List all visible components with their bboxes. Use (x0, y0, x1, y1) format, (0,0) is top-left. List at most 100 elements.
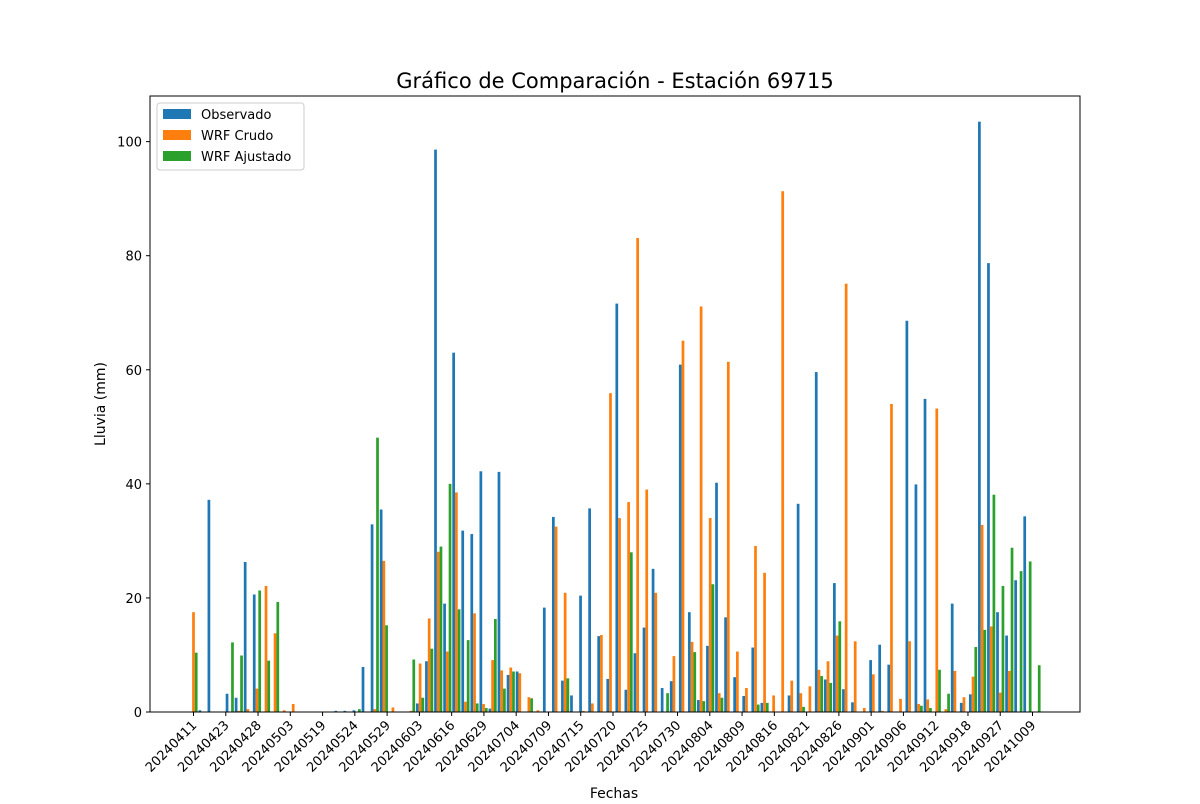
bar-wrf-ajustado-56 (702, 701, 706, 712)
bar-wrf-ajustado-87 (983, 629, 987, 712)
bar-wrf-crudo-8 (264, 585, 268, 712)
y-axis-label: Lluvia (mm) (93, 362, 109, 446)
bar-observado-75 (869, 660, 872, 712)
bar-wrf-crudo-60 (736, 651, 739, 712)
bar-wrf-ajustado-20 (376, 437, 379, 712)
bar-wrf-crudo-11 (291, 704, 295, 712)
bar-observado-40 (552, 516, 555, 712)
bar-wrf-crudo-73 (853, 641, 857, 712)
bar-wrf-ajustado-26 (430, 648, 434, 712)
bar-wrf-crudo-70 (826, 661, 830, 712)
bar-wrf-ajustado-82 (938, 669, 941, 712)
bar-observado-27 (434, 149, 437, 713)
bar-wrf-crudo-61 (745, 688, 748, 712)
bar-observado-4 (225, 693, 229, 712)
bar-wrf-crudo-71 (835, 635, 839, 712)
bar-observado-56 (697, 700, 700, 712)
bar-observado-25 (416, 703, 419, 712)
bar-observado-79 (905, 320, 909, 712)
bar-wrf-ajustado-21 (385, 625, 388, 712)
bar-wrf-ajustado-37 (530, 698, 533, 712)
bar-observado-44 (588, 508, 591, 712)
bar-observado-29 (452, 352, 456, 712)
bar-observado-41 (561, 680, 564, 712)
bar-wrf-crudo-78 (899, 698, 902, 712)
bar-observado-55 (687, 612, 691, 712)
bar-wrf-crudo-21 (382, 560, 386, 712)
bar-wrf-ajustado-27 (439, 546, 443, 712)
bar-observado-19 (361, 666, 365, 712)
bar-wrf-ajustado-30 (466, 640, 470, 712)
bar-wrf-crudo-5 (237, 710, 241, 712)
bar-observado-77 (887, 664, 891, 712)
bar-wrf-crudo-74 (862, 708, 866, 712)
bar-observado-35 (506, 674, 510, 712)
bar-wrf-ajustado-80 (920, 705, 923, 712)
bar-wrf-ajustado-69 (820, 676, 824, 712)
bar-wrf-crudo-77 (890, 404, 893, 712)
bar-wrf-ajustado-8 (267, 660, 271, 712)
legend-swatch-1 (163, 130, 191, 140)
bar-observado-87 (978, 121, 981, 713)
bar-observado-53 (669, 681, 673, 712)
bar-wrf-crudo-27 (436, 551, 440, 712)
bar-wrf-crudo-34 (500, 670, 504, 712)
bar-wrf-crudo-51 (654, 592, 658, 712)
bar-wrf-crudo-24 (409, 710, 413, 712)
bar-wrf-crudo-20 (373, 709, 377, 712)
bar-observado-73 (851, 702, 854, 712)
bar-wrf-ajustado-24 (412, 659, 416, 712)
bar-observado-5 (234, 697, 238, 712)
bar-wrf-crudo-9 (273, 633, 277, 712)
bar-observado-88 (987, 263, 990, 712)
bar-observado-7 (252, 594, 256, 712)
bar-observado-42 (570, 695, 573, 712)
bar-wrf-crudo-49 (636, 238, 640, 712)
bar-observado-91 (1014, 580, 1018, 712)
bar-wrf-crudo-64 (772, 695, 775, 712)
bar-wrf-crudo-47 (618, 518, 621, 712)
bar-wrf-crudo-25 (418, 663, 422, 712)
bar-observado-36 (515, 671, 519, 712)
bar-observado-58 (715, 482, 718, 712)
bar-wrf-crudo-86 (971, 676, 975, 712)
bar-observado-80 (914, 484, 918, 712)
bar-observado-47 (615, 303, 619, 712)
bars-layer (192, 121, 1041, 713)
bar-wrf-crudo-84 (953, 670, 957, 712)
bar-observado-51 (651, 568, 655, 712)
bar-observado-43 (579, 595, 582, 712)
bar-wrf-crudo-7 (255, 688, 259, 712)
bar-observado-31 (470, 534, 474, 712)
y-tick-label-2: 40 (125, 478, 142, 493)
bar-wrf-crudo-79 (908, 641, 911, 712)
bar-wrf-crudo-83 (944, 709, 948, 712)
bar-observado-20 (370, 524, 374, 712)
bar-observado-52 (660, 688, 664, 712)
bar-wrf-crudo-89 (998, 692, 1002, 712)
bar-wrf-crudo-28 (445, 651, 449, 712)
bar-wrf-crudo-88 (989, 626, 993, 712)
bar-wrf-crudo-31 (473, 613, 476, 712)
bar-wrf-crudo-53 (672, 656, 676, 712)
bar-wrf-ajustado-71 (838, 621, 842, 712)
y-tick-label-0: 0 (134, 706, 142, 721)
bar-wrf-ajustado-33 (493, 619, 497, 712)
bar-wrf-ajustado-57 (711, 584, 715, 712)
bar-observado-85 (959, 702, 963, 712)
bar-wrf-ajustado-83 (947, 693, 950, 712)
bar-wrf-crudo-40 (554, 526, 558, 712)
bar-observado-18 (352, 710, 356, 712)
bar-observado-39 (542, 607, 546, 712)
bar-observado-71 (833, 583, 836, 712)
x-axis-label: Fechas (590, 786, 638, 800)
bar-wrf-crudo-43 (581, 710, 585, 712)
bar-observado-72 (842, 689, 845, 712)
bar-wrf-ajustado-41 (566, 678, 570, 712)
bar-observado-21 (379, 509, 383, 712)
bar-wrf-crudo-65 (781, 191, 785, 712)
bar-wrf-ajustado-86 (974, 646, 978, 712)
bar-wrf-ajustado-4 (231, 642, 234, 712)
